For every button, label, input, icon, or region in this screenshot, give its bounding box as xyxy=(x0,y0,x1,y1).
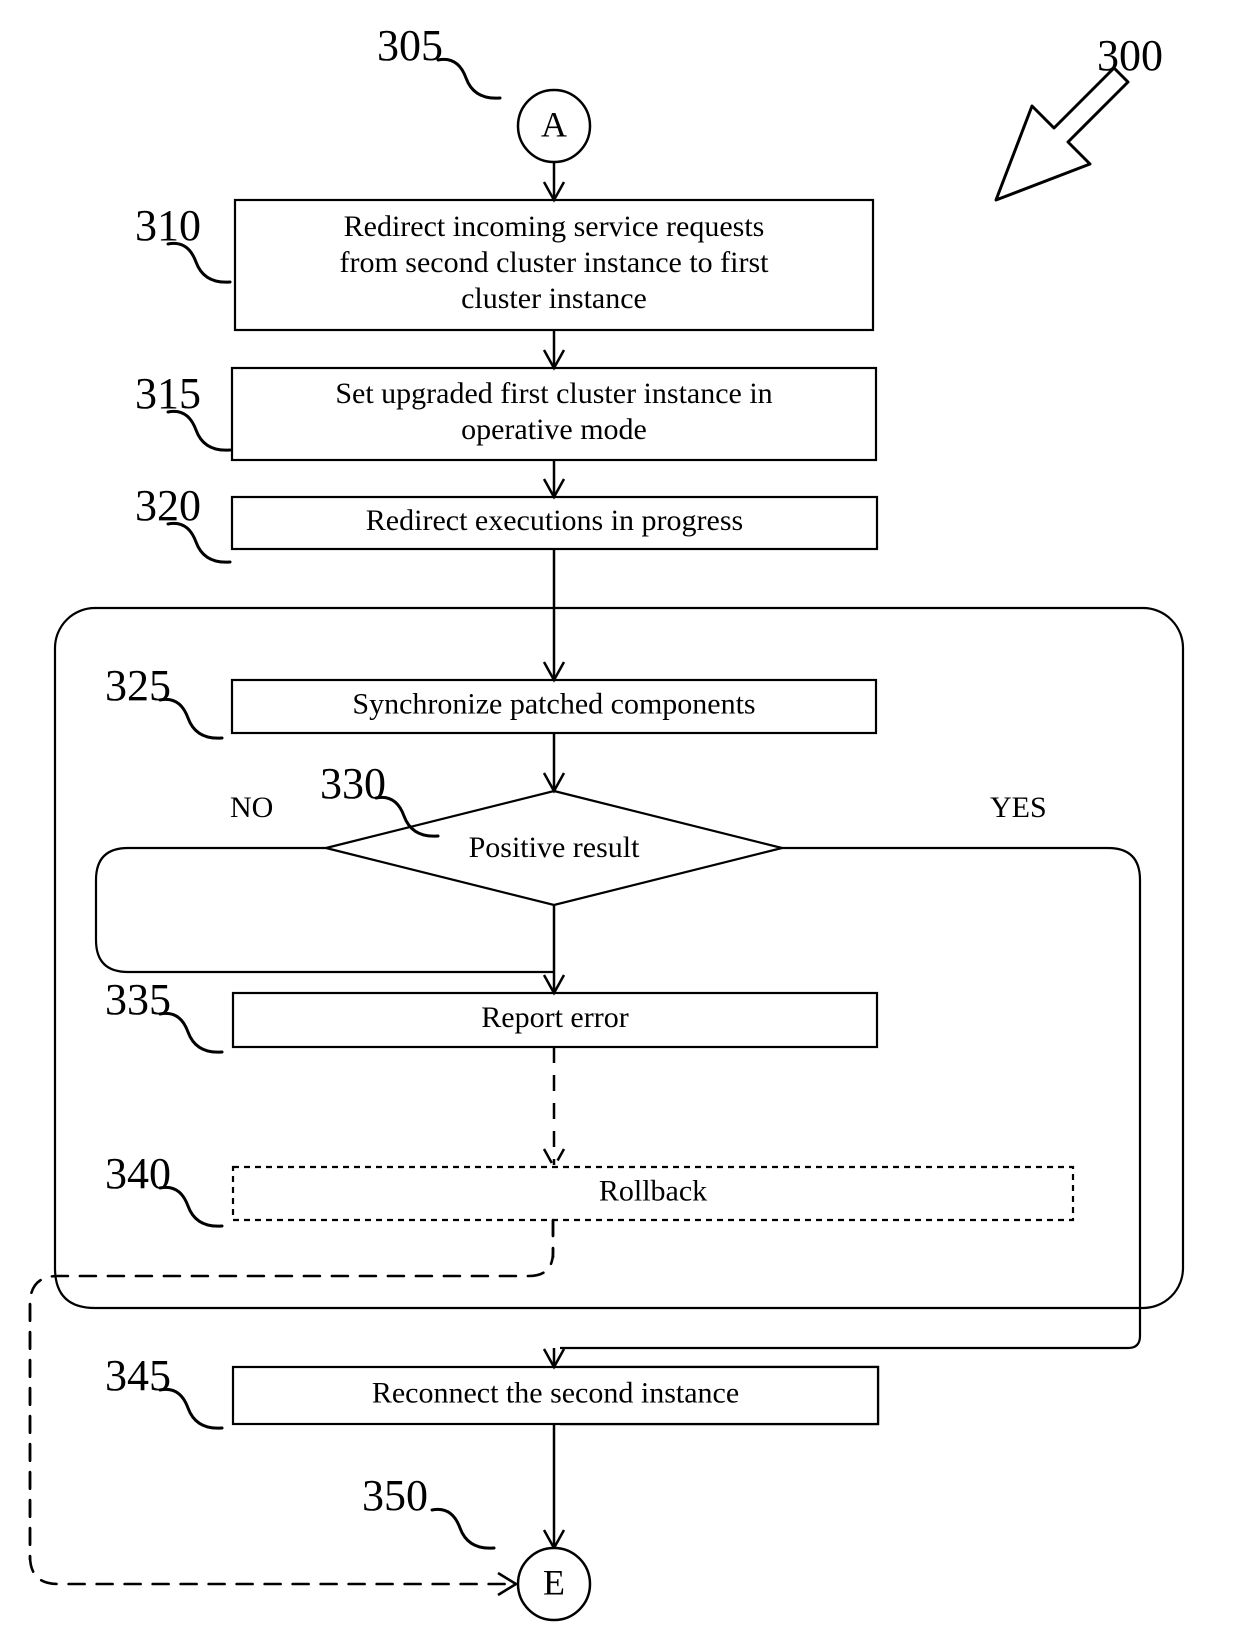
svg-text:NO: NO xyxy=(230,791,273,824)
svg-text:Rollback: Rollback xyxy=(599,1174,707,1207)
svg-text:Positive result: Positive result xyxy=(469,831,640,864)
svg-text:330: 330 xyxy=(320,759,386,808)
svg-text:300: 300 xyxy=(1097,31,1163,80)
svg-text:335: 335 xyxy=(105,975,171,1024)
svg-text:Redirect executions in progres: Redirect executions in progress xyxy=(366,504,743,537)
svg-text:340: 340 xyxy=(105,1149,171,1198)
svg-text:operative mode: operative mode xyxy=(461,413,647,446)
svg-text:Set upgraded first cluster ins: Set upgraded first cluster instance in xyxy=(335,377,772,410)
svg-text:Report error: Report error xyxy=(481,1001,628,1034)
svg-text:325: 325 xyxy=(105,661,171,710)
svg-text:E: E xyxy=(543,1562,565,1602)
svg-text:Reconnect the second instance: Reconnect the second instance xyxy=(372,1376,739,1409)
flowchart-diagram: A Redirect incoming service requestsfrom … xyxy=(0,0,1240,1649)
svg-text:YES: YES xyxy=(990,791,1047,824)
svg-text:305: 305 xyxy=(377,21,443,70)
svg-text:Redirect incoming service requ: Redirect incoming service requests xyxy=(344,210,765,243)
svg-text:from second cluster instance t: from second cluster instance to first xyxy=(339,246,769,279)
svg-text:A: A xyxy=(541,104,567,144)
svg-text:345: 345 xyxy=(105,1351,171,1400)
svg-text:cluster instance: cluster instance xyxy=(461,282,647,315)
svg-text:Synchronize patched components: Synchronize patched components xyxy=(352,687,755,720)
svg-text:350: 350 xyxy=(362,1471,428,1520)
